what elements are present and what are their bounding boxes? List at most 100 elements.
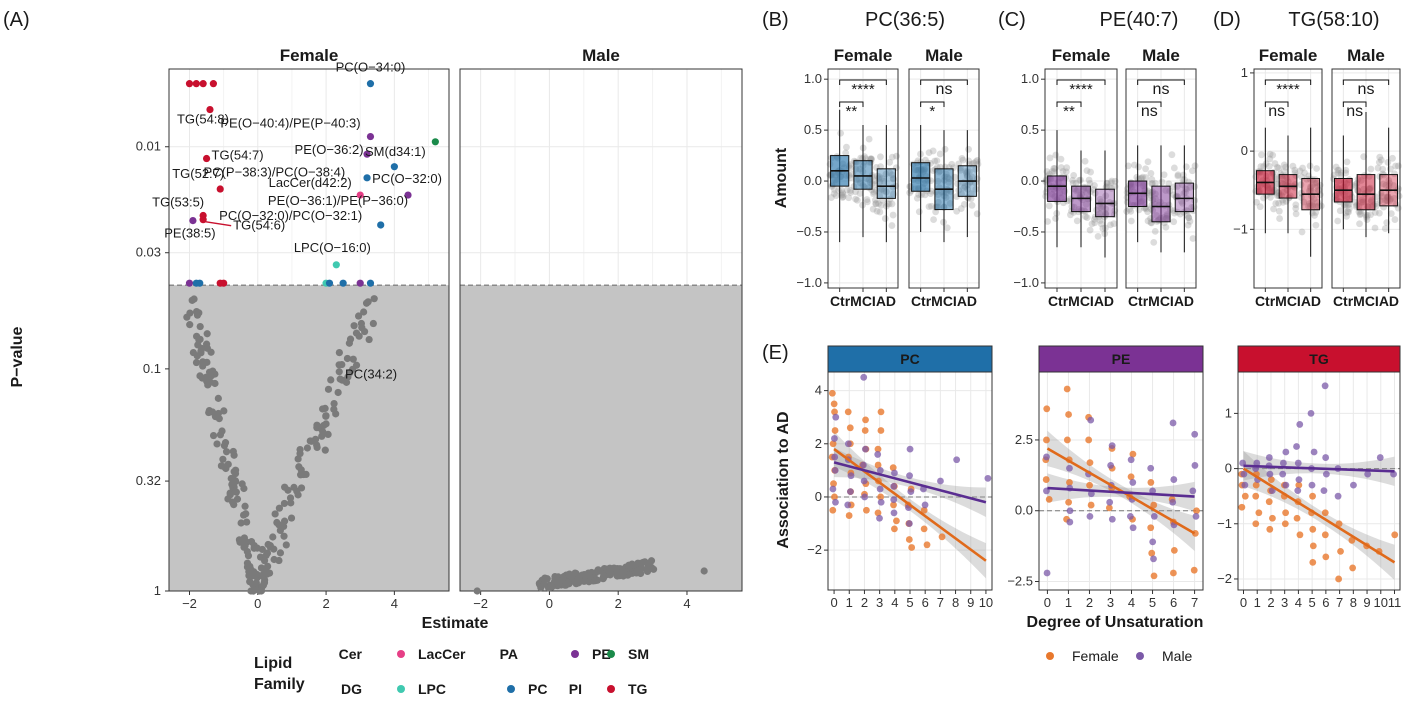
male-nonsig-point: [574, 579, 582, 587]
jitter-point: [1336, 207, 1344, 215]
sig-ctrl-ad: ****: [851, 81, 875, 98]
female-point: [1252, 520, 1260, 528]
jitter-point: [843, 186, 851, 194]
jitter-point: [1343, 158, 1351, 166]
jitter-point: [888, 171, 896, 179]
female-point: [1086, 481, 1093, 489]
box-mci: [853, 160, 873, 190]
sig-ctrl-mci: ns: [1268, 103, 1285, 120]
jitter-point: [1384, 194, 1392, 202]
point-label: PE(O−36:2): [295, 142, 364, 157]
jitter-point: [856, 190, 864, 197]
female-nonsig-point: [357, 319, 365, 328]
jitter-point: [1097, 220, 1105, 228]
female-point: [1266, 525, 1274, 533]
y-tick-label: 0.5: [1021, 122, 1039, 137]
x-tick-label: 10: [979, 595, 993, 610]
jitter-point: [863, 196, 871, 203]
jitter-point: [870, 190, 877, 198]
jitter-point: [1292, 205, 1300, 212]
male-point: [1294, 487, 1302, 495]
jitter-point: [1177, 197, 1185, 205]
female-nonsig-point: [302, 470, 310, 478]
jitter-point: [839, 189, 847, 197]
jitter-point: [943, 224, 951, 232]
jitter-point: [967, 190, 975, 198]
female-point: [1085, 436, 1093, 444]
jitter-point: [1343, 212, 1351, 220]
female-point: [1265, 498, 1273, 506]
jitter-point: [1189, 235, 1197, 242]
threshold-point-pe: [356, 279, 364, 287]
jitter-point: [1335, 166, 1343, 174]
y-tick-label: 0.0: [804, 173, 822, 188]
point-label: TG(54:8): [177, 112, 229, 127]
jitter-point: [1046, 154, 1054, 162]
facet-title: Female: [1259, 46, 1318, 65]
jitter-point: [1151, 227, 1159, 235]
female-point: [1321, 531, 1329, 539]
male-fit-line: [1047, 486, 1195, 498]
male-point: [1066, 507, 1074, 515]
jitter-point: [1382, 181, 1390, 189]
jitter-point: [1184, 221, 1192, 229]
jitter-point: [880, 187, 888, 195]
male-point: [1350, 481, 1357, 489]
jitter-point: [1275, 207, 1283, 215]
jitter-point: [932, 208, 940, 216]
male-point: [1086, 512, 1094, 520]
labeled-point-tg: [206, 105, 214, 114]
jitter-point: [1127, 217, 1135, 225]
jitter-point: [968, 201, 976, 209]
male-point: [876, 485, 884, 493]
female-point: [920, 525, 928, 533]
labeled-point-pe: [363, 150, 371, 158]
jitter-point: [1144, 158, 1152, 166]
x-tick-label: 1: [846, 595, 853, 610]
box-mci: [1356, 174, 1376, 211]
jitter-point: [1052, 215, 1059, 222]
y-axis-title-association: Association to AD: [775, 411, 792, 548]
jitter-point: [1091, 181, 1098, 189]
male-point: [905, 520, 913, 527]
jitter-point: [1315, 187, 1323, 195]
female-nonsig-point: [313, 443, 321, 452]
panel-e-unsaturation: (E) Association to AD Degree of Unsaturati…: [762, 342, 1401, 664]
jitter-point: [1315, 202, 1322, 210]
y-axis-title: P−value: [9, 326, 26, 387]
jitter-point: [1108, 184, 1116, 192]
jitter-point: [922, 156, 929, 164]
x-tick-label: −2: [473, 596, 488, 611]
male-point: [1149, 487, 1157, 495]
female-point: [920, 506, 928, 514]
male-point: [1066, 518, 1074, 526]
male-point: [891, 469, 898, 477]
jitter-point: [1069, 176, 1076, 184]
jitter-point: [1371, 209, 1379, 216]
female-point: [861, 427, 869, 434]
female-nonsig-point: [205, 408, 213, 417]
x-tick-label: 7: [1191, 595, 1198, 610]
jitter-point: [1298, 228, 1306, 236]
female-point: [1065, 411, 1072, 418]
jitter-point: [878, 185, 886, 193]
y-tick-label: 0.32: [136, 473, 161, 488]
labeled-point-tg: [216, 185, 224, 193]
jitter-point: [830, 190, 838, 198]
jitter-point: [1345, 200, 1353, 208]
jitter-point: [1266, 155, 1274, 163]
male-nonsig-point: [540, 580, 548, 588]
facet-frame: [1038, 371, 1204, 591]
jitter-point: [972, 165, 979, 173]
jitter-point: [847, 187, 854, 194]
male-point: [1279, 459, 1287, 467]
nonsignificant-region: [460, 285, 742, 591]
jitter-point: [961, 183, 969, 190]
female-nonsig-point: [243, 518, 251, 526]
jitter-point: [1269, 151, 1277, 159]
jitter-point: [915, 208, 923, 216]
jitter-point: [1057, 155, 1065, 163]
male-point: [1043, 569, 1051, 577]
jitter-point: [845, 194, 853, 202]
